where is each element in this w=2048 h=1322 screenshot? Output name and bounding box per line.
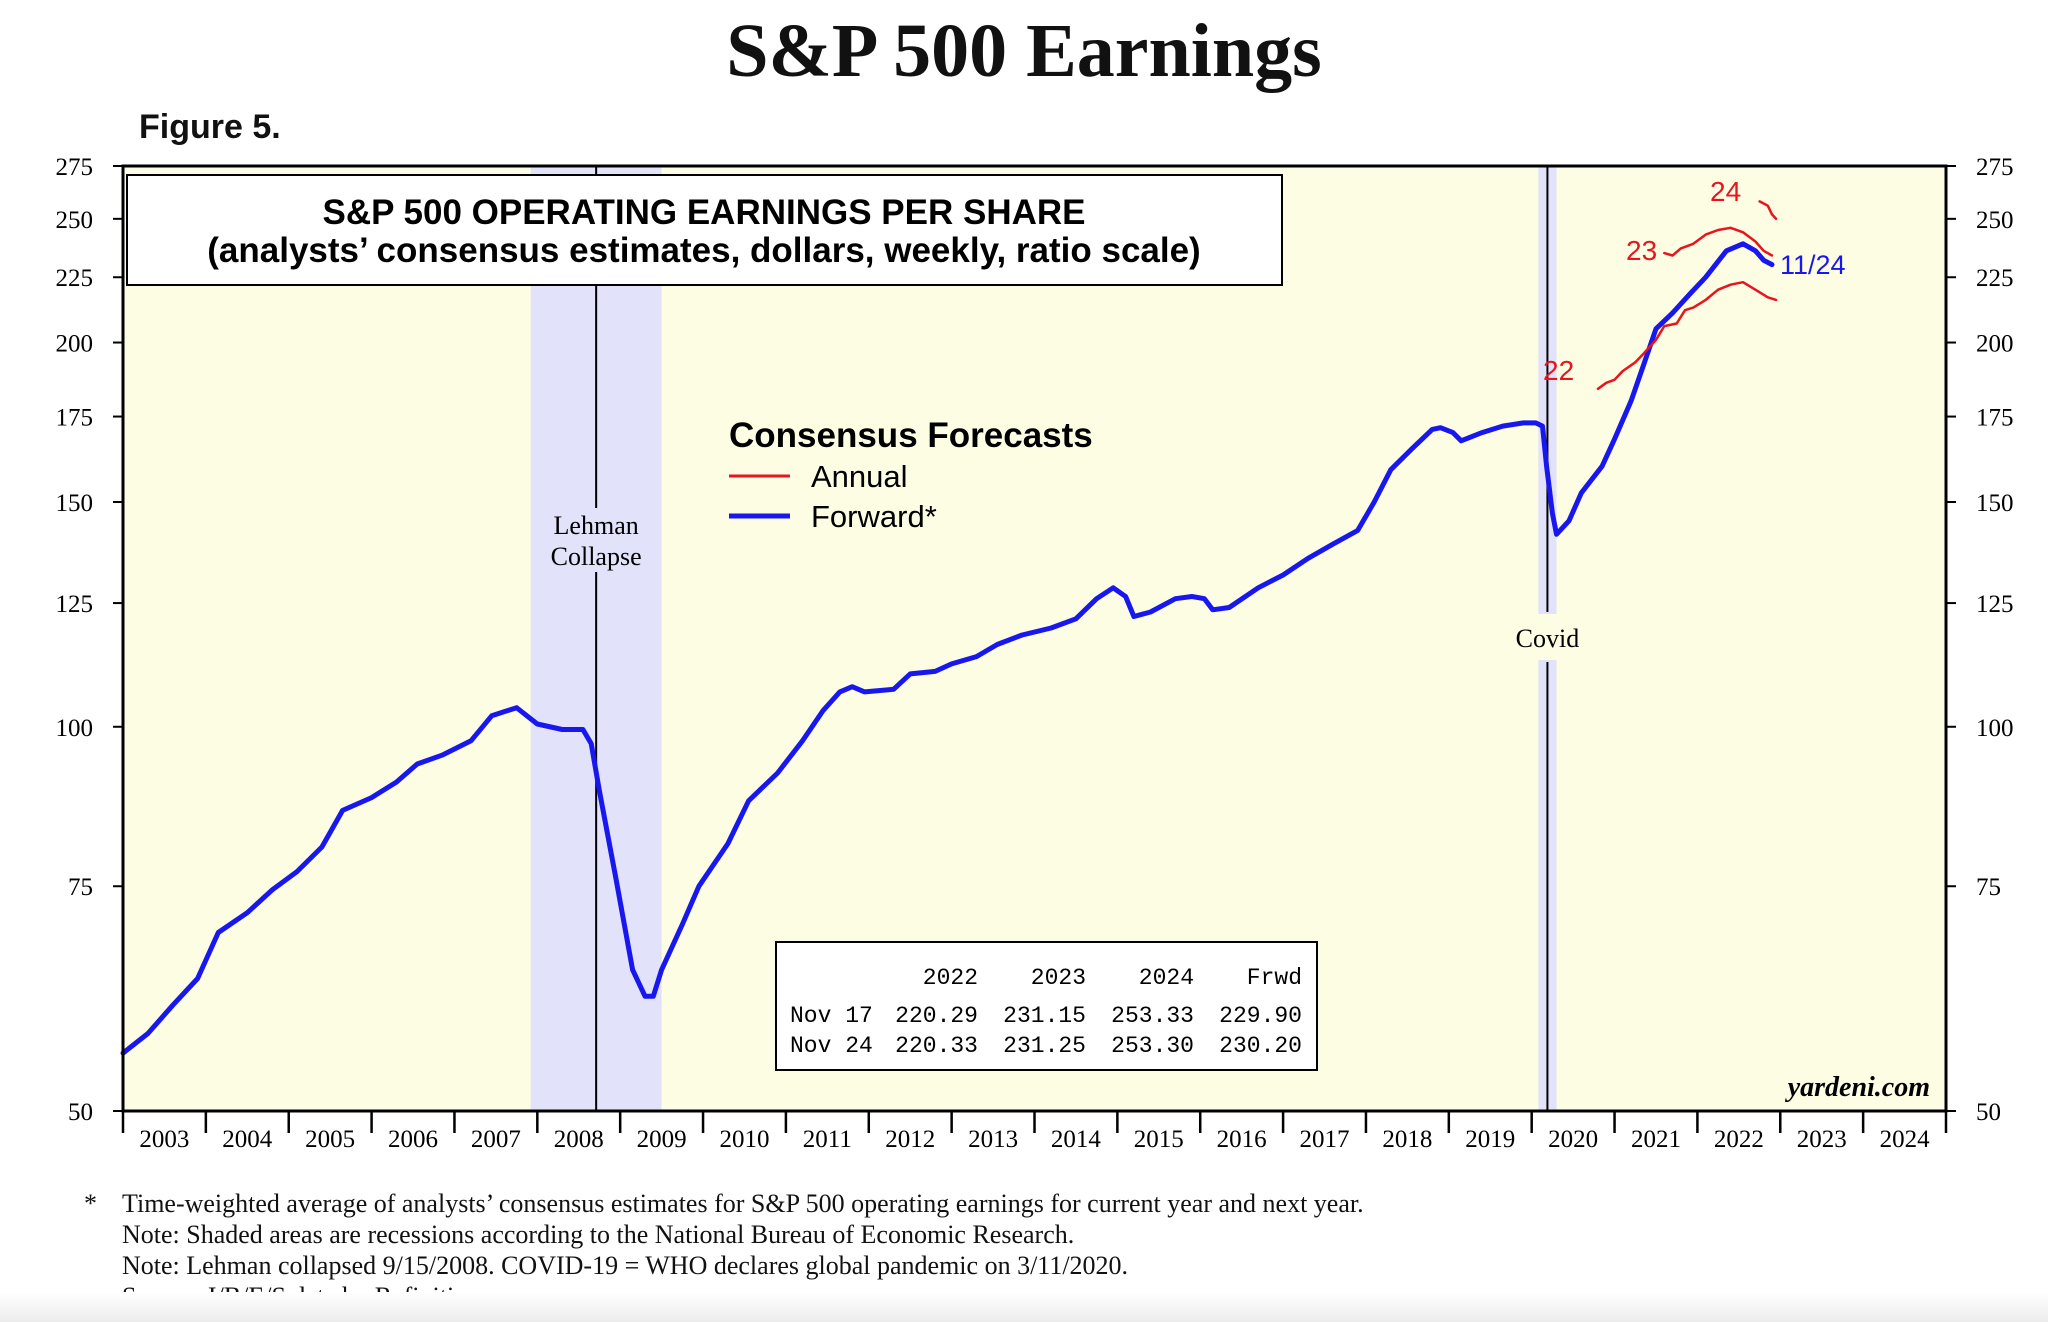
y-tick-label-right: 175 [1976, 405, 2014, 432]
event-label: Covid [1516, 624, 1580, 653]
label-24: 24 [1710, 176, 1741, 207]
series-line-annual-24 [1758, 200, 1778, 221]
legend: Consensus Forecasts Annual Forward* [729, 416, 1093, 534]
y-tick-label-right: 250 [1976, 207, 2014, 234]
legend-label-forward: Forward* [811, 499, 937, 534]
y-tick-label-left: 250 [56, 207, 94, 234]
table-cell: 220.33 [895, 1033, 978, 1059]
table-cell: 231.25 [1003, 1033, 1086, 1059]
x-tick-label: 2012 [885, 1126, 935, 1153]
legend-label-annual: Annual [811, 459, 908, 494]
table-cell: Nov 24 [790, 1033, 873, 1059]
table-cell: 220.29 [895, 1003, 978, 1029]
y-tick-label-left: 75 [68, 874, 93, 901]
chart-title-line1: S&P 500 OPERATING EARNINGS PER SHARE [322, 193, 1085, 232]
series-line-forward [120, 241, 1775, 1056]
label-23: 23 [1626, 235, 1657, 266]
y-tick-label-right: 100 [1976, 715, 2014, 742]
table-cell: Nov 17 [790, 1003, 873, 1029]
x-tick-label: 2008 [554, 1126, 604, 1153]
label-22: 22 [1543, 355, 1574, 386]
table-cell: 230.20 [1219, 1033, 1302, 1059]
x-tick-label: 2015 [1134, 1126, 1184, 1153]
y-tick-label-left: 150 [56, 490, 94, 517]
table-cell: 229.90 [1219, 1003, 1302, 1029]
table-header-cell: 2022 [923, 965, 978, 991]
x-tick-label: 2018 [1382, 1126, 1432, 1153]
y-tick-label-left: 175 [56, 405, 94, 432]
series-line-annual-22 [1596, 280, 1778, 391]
x-tick-label: 2017 [1300, 1126, 1350, 1153]
x-tick-label: 2009 [637, 1126, 687, 1153]
data-table: 2022 2023 2024 Frwd Nov 17 220.29 231.15 253.33… [775, 941, 1318, 1071]
footnote-star: * [84, 1189, 97, 1218]
x-tick-label: 2021 [1631, 1126, 1681, 1153]
y-tick-label-right: 75 [1976, 874, 2001, 901]
x-tick-label: 2020 [1548, 1126, 1598, 1153]
table-cell: 253.33 [1111, 1003, 1194, 1029]
table-cell: 253.30 [1111, 1033, 1194, 1059]
y-tick-label-left: 225 [56, 265, 94, 292]
x-tick-label: 2024 [1880, 1126, 1931, 1153]
x-tick-label: 2006 [388, 1126, 438, 1153]
x-axis: 2003 2004 2005 2006 2007 2008 2009 2010 2011 2012… [121, 1111, 1948, 1153]
footnote-line: Note: Lehman collapsed 9/15/2008. COVID-… [84, 1250, 1364, 1281]
footnote-text-3: Note: Lehman collapsed 9/15/2008. COVID-… [122, 1251, 1129, 1280]
series-line-annual-23 [1663, 226, 1774, 257]
y-tick-label-right: 275 [1976, 154, 2014, 181]
table-cell: 231.15 [1003, 1003, 1086, 1029]
bottom-fade [0, 1292, 2048, 1322]
y-tick-label-left: 275 [56, 154, 94, 181]
x-tick-label: 2007 [471, 1126, 521, 1153]
label-11-24: 11/24 [1780, 250, 1846, 280]
x-tick-label: 2005 [305, 1126, 355, 1153]
x-tick-label: 2016 [1217, 1126, 1267, 1153]
x-tick-label: 2023 [1797, 1126, 1847, 1153]
figure-label: Figure 5. [139, 108, 281, 146]
y-tick-label-right: 125 [1976, 591, 2014, 618]
page-title: S&P 500 Earnings [726, 9, 1322, 93]
legend-title: Consensus Forecasts [729, 416, 1093, 455]
y-tick-label-left: 100 [56, 715, 94, 742]
x-tick-label: 2003 [139, 1126, 189, 1153]
x-tick-label: 2011 [803, 1126, 852, 1153]
x-tick-label: 2010 [719, 1126, 769, 1153]
footnote-line: * Time-weighted average of analysts’ cons… [84, 1188, 1364, 1219]
y-tick-label-left: 125 [56, 591, 94, 618]
table-header-cell: Frwd [1247, 965, 1302, 991]
footnote-line: Note: Shaded areas are recessions accord… [84, 1219, 1364, 1250]
x-tick-label: 2014 [1051, 1126, 1102, 1153]
y-tick-label-right: 50 [1976, 1099, 2001, 1126]
event-label-bg [1509, 614, 1586, 660]
table-header-cell: 2024 [1139, 965, 1194, 991]
footnote-text-2: Note: Shaded areas are recessions accord… [122, 1220, 1075, 1249]
y-tick-label-right: 200 [1976, 331, 2014, 358]
chart-title-box: S&P 500 OPERATING EARNINGS PER SHARE (an… [126, 174, 1283, 286]
watermark: yardeni.com [1785, 1072, 1930, 1103]
x-tick-label: 2022 [1714, 1126, 1764, 1153]
y-axis: 50 50 75 75 100 100 125 125 150 150 175 175 200 200 22… [56, 154, 2014, 1126]
x-tick-label: 2019 [1465, 1126, 1515, 1153]
footnote-text-1: Time-weighted average of analysts’ conse… [122, 1189, 1364, 1218]
y-tick-label-right: 225 [1976, 265, 2014, 292]
event-label: Collapse [551, 542, 642, 571]
y-tick-label-left: 50 [68, 1099, 93, 1126]
series-layer [120, 200, 1778, 1056]
table-header-cell: 2023 [1031, 965, 1086, 991]
chart-title-line2: (analysts’ consensus estimates, dollars,… [207, 231, 1200, 270]
y-tick-label-left: 200 [56, 331, 94, 358]
event-label: Lehman [554, 511, 639, 540]
x-tick-label: 2013 [968, 1126, 1018, 1153]
x-tick-label: 2004 [222, 1126, 273, 1153]
y-tick-label-right: 150 [1976, 490, 2014, 517]
